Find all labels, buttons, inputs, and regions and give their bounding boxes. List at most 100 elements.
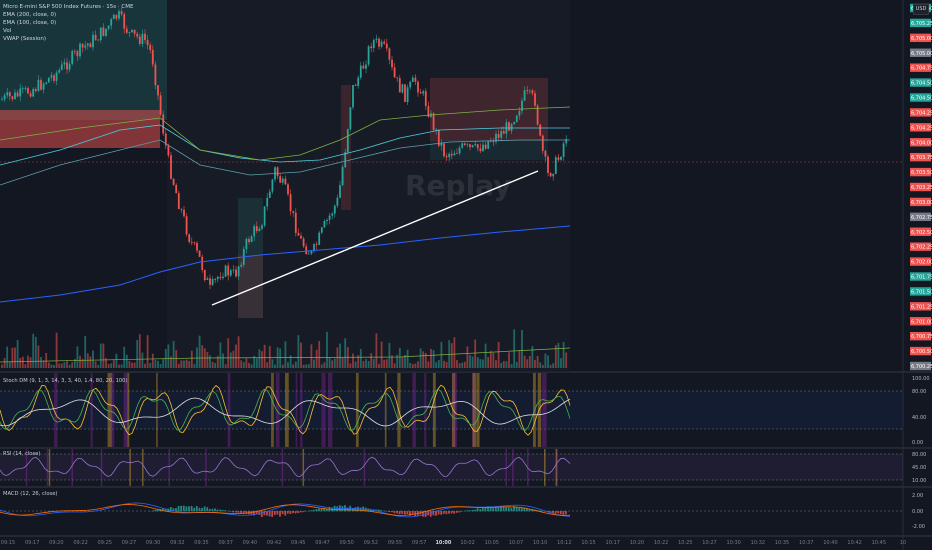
price-label: 6,703.75 [911,155,932,161]
stoch-highlight [54,373,58,447]
rsi-highlight [71,449,73,486]
volume-bar [16,340,19,368]
time-label: 10:40 [823,540,837,546]
volume-bar [271,359,274,368]
candle-body [339,185,341,198]
volume-bar [248,362,250,368]
candle-body [443,143,445,157]
macd-histogram-bar [286,511,289,514]
indicator-ema200-label[interactable]: EMA (200, close, 0) [3,12,57,18]
time-label: 09:30 [146,540,160,546]
candle-body [281,178,284,183]
candle-body [50,75,53,78]
candle-body [396,77,399,79]
candle-body [406,87,409,102]
chart-title[interactable]: Micro E-mini S&P 500 Index Futures · 15s… [3,4,134,10]
candle-body [448,153,451,158]
candle-body [471,145,474,148]
price-label-bg [910,138,931,147]
stoch-highlight [123,373,129,447]
macd-pane-label[interactable]: MACD (12, 26, close) [3,491,58,497]
macd-histogram-bar [549,511,552,513]
candle-body [253,226,256,237]
candle-body [427,106,430,117]
macd-histogram-bar [497,507,500,512]
macd-histogram-bar [211,508,214,512]
volume-bar [58,363,61,368]
rsi-highlight [168,449,170,486]
candle-body [133,29,136,34]
macd-histogram-bar [177,505,180,512]
candle-body [263,206,266,226]
volume-bar [476,357,479,368]
candle-body [224,265,227,277]
volume-bar [557,342,560,368]
macd-histogram-bar [411,511,414,515]
macd-axis-label: 0.00 [912,509,923,515]
candle-body [515,115,518,123]
macd-histogram-bar [302,511,305,513]
macd-histogram-bar [307,510,310,512]
macd-axis-label: 2.00 [912,493,923,499]
volume-bar [63,362,66,368]
candle-body [107,25,110,29]
volume-bar [193,364,196,368]
volume-bar [320,364,323,368]
volume-bar [362,361,365,368]
candle-body [261,225,263,229]
indicator-vwap-label[interactable]: VWAP (Session) [3,36,47,42]
macd-histogram-bar [185,506,188,512]
indicator-ema100-label[interactable]: EMA (100, close, 0) [3,20,57,26]
volume-bar [232,350,235,368]
session-zone [0,0,167,120]
macd-histogram-bar [422,511,424,517]
volume-bar [227,338,230,368]
candle-body [68,63,71,70]
candle-body [518,111,521,116]
volume-bar [89,356,92,368]
candle-body [453,153,456,156]
price-label-bg [910,33,931,43]
candle-body [500,131,503,138]
macd-histogram-bar [377,509,380,512]
candle-body [196,242,198,251]
time-label: 10:32 [751,540,765,546]
volume-bar [484,343,487,368]
candle-body [245,239,248,250]
candle-body [367,46,370,65]
macd-histogram-bar [489,506,492,512]
currency-button[interactable]: USD [913,4,929,15]
volume-bar [94,361,97,368]
volume-bar [458,363,461,368]
macd-histogram-bar [500,506,502,512]
volume-bar [315,349,318,368]
candle-body [279,176,282,183]
volume-bar [118,364,120,368]
time-label: 09:40 [243,540,257,546]
macd-histogram-bar [435,511,437,516]
candle-body [6,92,9,96]
macd-histogram-bar [513,506,515,512]
volume-bar [445,362,448,368]
rsi-pane-label[interactable]: RSI (14, close) [3,451,41,457]
candle-body [11,96,14,100]
price-label: 6,703.25 [911,185,932,191]
macd-histogram-bar [448,511,450,514]
volume-bar [333,358,336,368]
indicator-vol-label[interactable]: Vol [3,28,12,34]
macd-histogram-bar [383,510,385,512]
macd-histogram-bar [318,508,320,512]
candle-body [565,139,568,144]
time-label: 10:07 [509,540,523,546]
candle-body [16,92,19,97]
volume-bar [305,364,308,368]
volume-bar [279,348,282,368]
macd-histogram-bar [253,511,255,516]
volume-bar [253,355,256,368]
volume-bar [175,350,178,368]
macd-histogram-bar [299,511,302,513]
volume-bar [42,360,45,368]
stoch-pane-label[interactable]: Stoch DM (9, 1, 3, 14, 3, 3, 40, 1.4, 80… [3,378,128,384]
